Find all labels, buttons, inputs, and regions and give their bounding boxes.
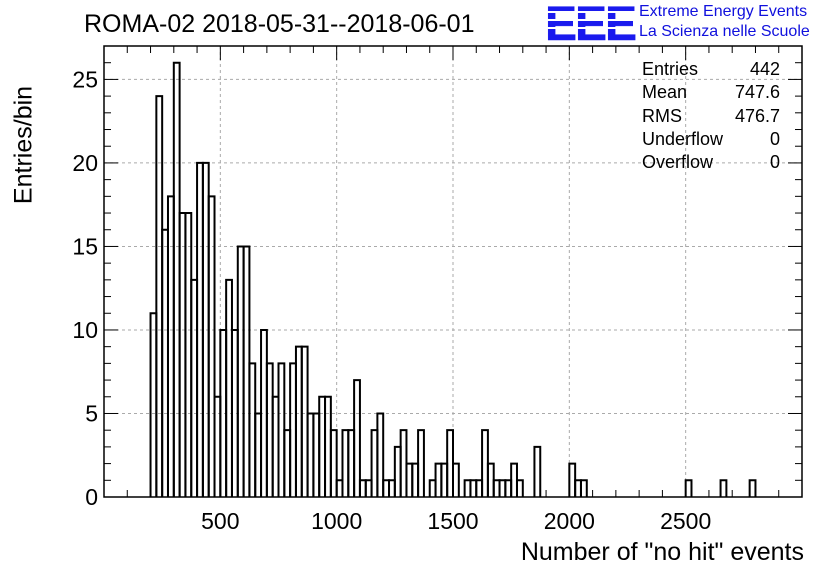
stat-row-overflow: Overflow 0 — [642, 151, 780, 174]
stat-label: RMS — [642, 105, 682, 126]
histogram-bin — [748, 479, 757, 497]
stat-value: 442 — [749, 59, 780, 79]
stat-label: Entries — [642, 59, 699, 79]
logo-line-1: Extreme Energy Events — [639, 3, 808, 20]
eee-logo-icon: EEE — [544, 0, 636, 46]
x-tick-label: 2500 — [660, 508, 711, 534]
stat-value: 476.7 — [734, 105, 780, 126]
axis-ticks — [103, 45, 803, 498]
y-tick-label: 25 — [72, 66, 98, 92]
axis-tick-labels: 500 1000 1500 2000 2500 0 5 10 15 20 25 — [72, 66, 711, 534]
stat-value: 747.6 — [734, 82, 780, 103]
stat-value: 0 — [769, 128, 780, 149]
histogram-bin — [417, 429, 425, 497]
histogram-bin — [515, 479, 524, 497]
x-tick-label: 1500 — [427, 508, 478, 534]
logo-line-2: La Scienza nelle Scuole — [639, 22, 810, 40]
histogram-bin — [719, 479, 728, 497]
histogram-bins — [149, 61, 757, 497]
histogram-bin — [579, 479, 588, 497]
histogram-bin — [353, 379, 361, 497]
y-axis-label-box: Entries/bin — [4, 86, 44, 204]
stat-row-underflow: Underflow 0 — [642, 128, 780, 151]
histogram-bin — [684, 479, 693, 497]
x-tick-label: 500 — [201, 508, 239, 534]
histogram-bin — [207, 195, 216, 497]
x-tick-label: 1000 — [311, 508, 362, 534]
stat-label: Underflow — [642, 128, 724, 149]
eee-logo-mark: EEE — [545, 0, 636, 46]
histogram-bin — [533, 445, 542, 497]
y-tick-label: 15 — [72, 233, 98, 259]
stats-box: Entries 442 Mean 747.6 RMS 476.7 Underfl… — [642, 58, 780, 174]
histogram-bin — [376, 412, 385, 497]
chart-title: ROMA-02 2018-05-31--2018-06-01 — [84, 10, 475, 38]
y-tick-label: 0 — [85, 484, 98, 510]
y-tick-label: 5 — [85, 400, 98, 426]
y-tick-label: 20 — [72, 150, 98, 176]
histogram-bin — [329, 429, 338, 497]
y-axis-label: Entries/bin — [9, 85, 38, 205]
stat-value: 0 — [769, 152, 780, 173]
x-tick-label: 2000 — [544, 508, 595, 534]
stat-row-mean: Mean 747.6 — [642, 81, 780, 104]
histogram-bin — [452, 462, 460, 497]
stat-label: Overflow — [642, 152, 714, 173]
stat-row-rms: RMS 476.7 — [642, 105, 780, 128]
y-tick-label: 10 — [72, 317, 98, 343]
stat-label: Mean — [642, 82, 688, 103]
stat-row-entries: Entries 442 — [642, 58, 780, 81]
x-axis-label: Number of "no hit" events — [520, 538, 804, 566]
eee-logo-text: Extreme Energy Events La Scienza nelle S… — [639, 2, 810, 41]
